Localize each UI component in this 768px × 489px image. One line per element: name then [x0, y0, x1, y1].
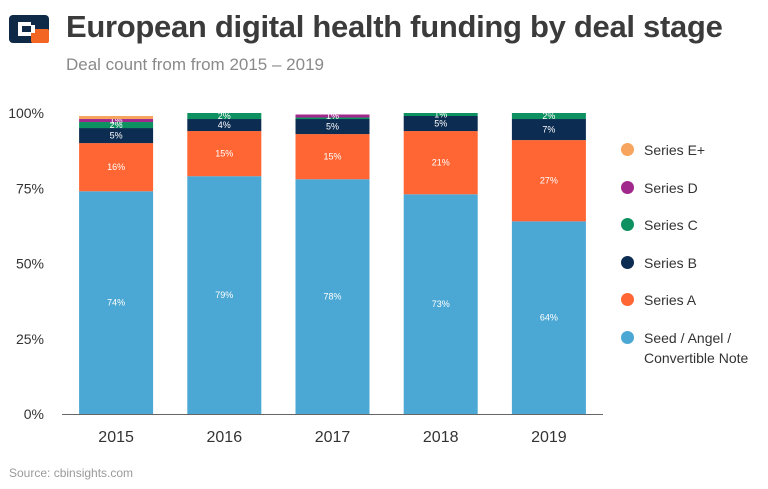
y-tick-label: 75%	[16, 180, 44, 196]
legend-item: Series C	[621, 215, 698, 235]
bar-segment	[511, 119, 586, 141]
data-label: 15%	[323, 152, 341, 162]
bar-segment	[187, 119, 262, 132]
data-label: 79%	[215, 290, 233, 300]
chart-subtitle: Deal count from from 2015 – 2019	[66, 55, 324, 74]
bar-segment	[79, 143, 154, 192]
legend-label: Series E+	[644, 142, 706, 158]
data-label: 7%	[542, 125, 555, 135]
source-note: Source: cbinsights.com	[9, 466, 134, 480]
legend-swatch	[621, 218, 634, 231]
legend-swatch	[621, 255, 634, 269]
x-tick-label: 2015	[98, 429, 134, 446]
data-label: 27%	[540, 176, 558, 186]
legend-item: Seed / Angel / Convertible Note	[621, 328, 748, 368]
x-tick-label: 2017	[315, 429, 351, 446]
x-tick-label: 2016	[207, 429, 243, 446]
bar-segment	[187, 131, 262, 177]
cb-insights-logo	[9, 15, 49, 43]
data-label: 5%	[326, 122, 339, 132]
bar-segment	[403, 194, 478, 414]
bar-segment	[403, 116, 478, 132]
data-label: 1%	[110, 116, 123, 126]
bar-segment	[79, 128, 154, 144]
stacked-bar-chart: 0%25%50%75%100%74%16%5%2%1%201579%15%4%2…	[8, 105, 603, 446]
legend-swatch	[621, 143, 634, 156]
bar-segment	[187, 176, 262, 414]
bar-segment	[79, 122, 154, 129]
data-label: 2%	[542, 111, 555, 121]
legend-item: Series B	[621, 253, 697, 273]
bar-segment	[295, 179, 370, 414]
data-label: 73%	[432, 299, 450, 309]
chart-title: European digital health funding by deal …	[66, 9, 723, 44]
y-tick-label: 0%	[24, 406, 44, 422]
legend-label: Series A	[644, 292, 697, 308]
data-label: 16%	[107, 162, 125, 172]
data-label: 15%	[215, 149, 233, 159]
bar-segment	[403, 113, 478, 117]
y-tick-label: 25%	[16, 331, 44, 347]
bar-segment	[295, 134, 370, 180]
data-label: 64%	[540, 313, 558, 323]
bar-segment	[79, 191, 154, 414]
bar-segment	[187, 113, 262, 120]
bar-segment	[295, 114, 370, 118]
data-label: 5%	[434, 119, 447, 129]
legend-item: Series A	[621, 290, 696, 310]
data-label: 78%	[323, 292, 341, 302]
data-label: 74%	[107, 298, 125, 308]
bar-segment	[79, 116, 154, 120]
legend-item: Series E+	[621, 140, 705, 160]
data-label: 2%	[218, 111, 231, 121]
data-label: 4%	[218, 120, 231, 130]
x-tick-label: 2018	[423, 429, 459, 446]
bar-segment	[511, 140, 586, 222]
bar-segment	[403, 131, 478, 195]
x-tick-label: 2019	[531, 429, 567, 446]
y-tick-label: 100%	[8, 105, 44, 121]
data-label: 1%	[326, 111, 339, 121]
legend-label: Series B	[644, 254, 697, 271]
bar-segment	[511, 113, 586, 120]
legend-label: Series C	[644, 217, 698, 233]
data-label: 2%	[110, 120, 123, 130]
bar-segment	[511, 221, 586, 414]
data-label: 1%	[434, 110, 447, 120]
bar-segment	[79, 119, 154, 123]
legend-swatch	[621, 180, 634, 194]
bar-segment	[295, 117, 370, 120]
legend-label: Series D	[644, 179, 698, 196]
legend-swatch	[621, 293, 634, 306]
legend-label: Seed / Angel / Convertible Note	[644, 329, 749, 366]
legend-item: Series D	[621, 178, 698, 198]
legend-swatch	[621, 330, 634, 344]
data-label: 5%	[110, 131, 123, 141]
y-tick-label: 50%	[16, 256, 44, 272]
bar-segment	[295, 119, 370, 135]
data-label: 21%	[432, 158, 450, 168]
